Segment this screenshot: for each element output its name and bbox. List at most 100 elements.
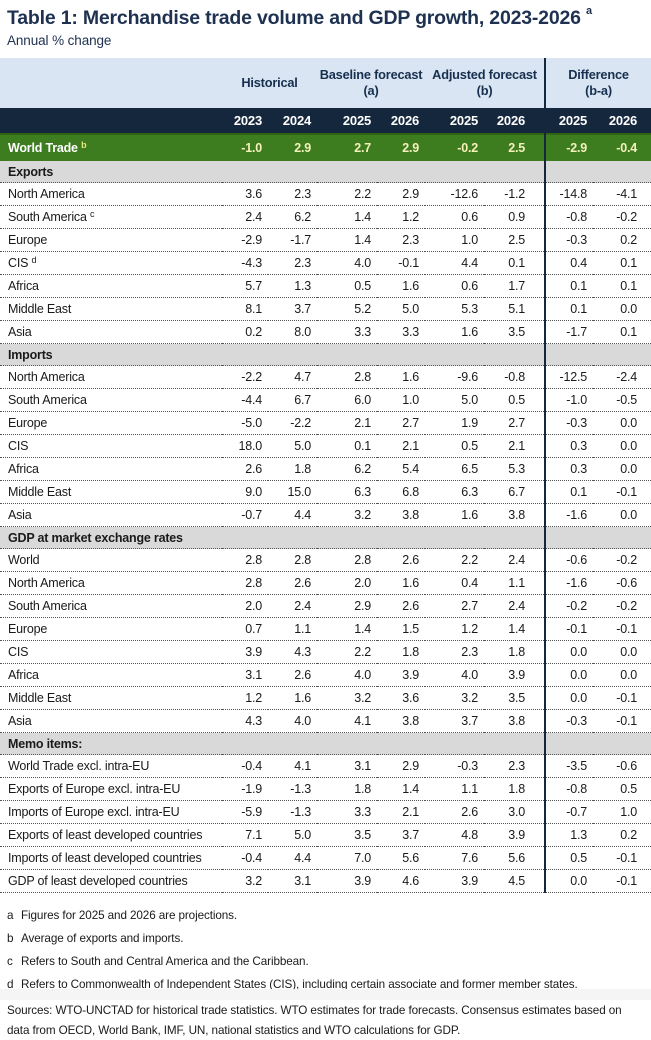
cell-value: 1.6 xyxy=(377,571,426,596)
footnote-text: Figures for 2025 and 2026 are projection… xyxy=(21,909,238,923)
cell-value: 2.2 xyxy=(317,182,378,207)
section-header-row: GDP at market exchange rates xyxy=(0,526,651,550)
cell-value: -0.8 xyxy=(544,205,594,230)
row-label: World Trade b xyxy=(0,133,222,162)
cell-value: 1.8 xyxy=(484,640,546,665)
cell-value: 2.4 xyxy=(222,205,268,230)
cell-value: -2.9 xyxy=(222,228,268,253)
cell-value: 4.8 xyxy=(425,823,485,848)
cell-value: 4.4 xyxy=(425,251,485,276)
year-header: 2026 xyxy=(593,108,651,135)
table-row: North America -2.2 4.7 2.8 1.6 -9.6 -0.8 -12.5-… xyxy=(0,365,651,390)
cell-value: 2.4 xyxy=(268,594,318,619)
row-label: Imports of least developed countries xyxy=(0,846,222,871)
table-row: CIS 3.9 4.3 2.2 1.8 2.3 1.8 0.0 0.0 xyxy=(0,640,651,665)
cell-value: -0.2 xyxy=(544,594,594,619)
cell-value: 0.0 xyxy=(593,663,651,688)
cell-value: 3.8 xyxy=(484,709,546,734)
group-header-baseline-forecast: Baseline forecast (a) xyxy=(317,58,426,109)
cell-value: 2.6 xyxy=(377,594,426,619)
cell-value: 4.0 xyxy=(317,663,378,688)
row-label: North America xyxy=(0,365,222,390)
table-row: Europe 0.7 1.1 1.4 1.5 1.2 1.4 -0.1 -0.1 xyxy=(0,617,651,642)
footnote-marker: a xyxy=(7,909,14,923)
year-header: 2026 xyxy=(484,108,546,135)
cell-value: 4.5 xyxy=(484,869,546,894)
cell-value: -0.2 xyxy=(593,548,651,573)
cell-value: 4.3 xyxy=(222,709,268,734)
cell-value: 3.5 xyxy=(484,320,546,345)
row-label: World xyxy=(0,548,222,573)
cell-value: 2.7 xyxy=(317,133,378,162)
table-row: Europe -2.9 -1.7 1.4 2.3 1.0 2.5 -0.3 0.2 xyxy=(0,228,651,253)
row-label: Africa xyxy=(0,274,222,299)
group-label: Difference xyxy=(568,67,629,83)
cell-value: 1.1 xyxy=(425,777,485,802)
footnotes-block: a Figures for 2025 and 2026 are projectio… xyxy=(0,893,651,1040)
year-header: 2025 xyxy=(317,108,378,135)
cell-value: 2.7 xyxy=(484,411,546,436)
cell-value: 0.1 xyxy=(544,274,594,299)
year-header: 2026 xyxy=(377,108,426,135)
cell-value: 1.9 xyxy=(425,411,485,436)
table-row: GDP of least developed countries 3.2 3.1 3.… xyxy=(0,869,651,894)
row-label: World Trade excl. intra-EU xyxy=(0,754,222,779)
cell-value: -0.3 xyxy=(544,411,594,436)
table-row: Middle East 9.0 15.0 6.3 6.8 6.3 6.7 0.1 -0.1 xyxy=(0,480,651,505)
cell-value: 0.2 xyxy=(222,320,268,345)
row-label: Asia xyxy=(0,709,222,734)
footnote: c Refers to South and Central America and… xyxy=(7,955,643,968)
cell-value: 2.6 xyxy=(268,571,318,596)
cell-value: 0.0 xyxy=(593,640,651,665)
cell-value: -0.7 xyxy=(222,503,268,528)
cell-value: 2.8 xyxy=(317,365,378,390)
cell-value: 3.6 xyxy=(377,686,426,711)
cell-value: 0.1 xyxy=(544,297,594,322)
cell-value: -0.2 xyxy=(593,594,651,619)
cell-value: 2.8 xyxy=(317,548,378,573)
section-header-label: Imports xyxy=(0,343,546,367)
row-label: Europe xyxy=(0,617,222,642)
cell-value: 18.0 xyxy=(222,434,268,459)
cell-value: 3.7 xyxy=(425,709,485,734)
cell-value: 6.3 xyxy=(425,480,485,505)
cell-value: 9.0 xyxy=(222,480,268,505)
row-label: North America xyxy=(0,182,222,207)
cell-value: 2.9 xyxy=(268,133,318,162)
cell-value: -2.2 xyxy=(222,365,268,390)
cell-value: 5.3 xyxy=(484,457,546,482)
cell-value: 2.6 xyxy=(377,548,426,573)
cell-value: -0.8 xyxy=(484,365,546,390)
cell-value: 3.9 xyxy=(484,663,546,688)
cell-value: 0.5 xyxy=(317,274,378,299)
cell-value: 0.2 xyxy=(593,823,651,848)
cell-value: 2.1 xyxy=(484,434,546,459)
cell-value: 2.5 xyxy=(484,228,546,253)
cell-value: 0.1 xyxy=(544,480,594,505)
table-row: North America 2.8 2.6 2.0 1.6 0.4 1.1 -1.6 -0.6 xyxy=(0,571,651,596)
cell-value: 3.9 xyxy=(425,869,485,894)
group-label: Baseline forecast xyxy=(319,67,423,83)
cell-value: 4.0 xyxy=(425,663,485,688)
cell-value: 2.1 xyxy=(377,434,426,459)
cell-value: -1.3 xyxy=(268,777,318,802)
row-label: South America c xyxy=(0,205,222,230)
cell-value: -1.7 xyxy=(544,320,594,345)
cell-value: 2.9 xyxy=(377,133,426,162)
cell-value: 3.6 xyxy=(222,182,268,207)
cell-value: 7.0 xyxy=(317,846,378,871)
year-header-row: 2023 2024 2025 2026 2025 2026 2025 2026 xyxy=(0,108,651,135)
row-label: GDP of least developed countries xyxy=(0,869,222,894)
cell-value: 2.0 xyxy=(317,571,378,596)
cell-value: 1.6 xyxy=(425,320,485,345)
table-row: Europe -5.0 -2.2 2.1 2.7 1.9 2.7 -0.3 0.0 xyxy=(0,411,651,436)
sources-text: Sources: WTO-UNCTAD for historical trade… xyxy=(7,1004,622,1037)
cell-value: 0.5 xyxy=(484,388,546,413)
cell-value: -0.1 xyxy=(593,846,651,871)
cell-value: 6.2 xyxy=(317,457,378,482)
cell-value: 5.0 xyxy=(268,823,318,848)
footnote-marker: d xyxy=(7,978,14,992)
cell-value: 2.4 xyxy=(484,594,546,619)
group-header-historical: Historical xyxy=(222,58,318,109)
row-label: Europe xyxy=(0,411,222,436)
